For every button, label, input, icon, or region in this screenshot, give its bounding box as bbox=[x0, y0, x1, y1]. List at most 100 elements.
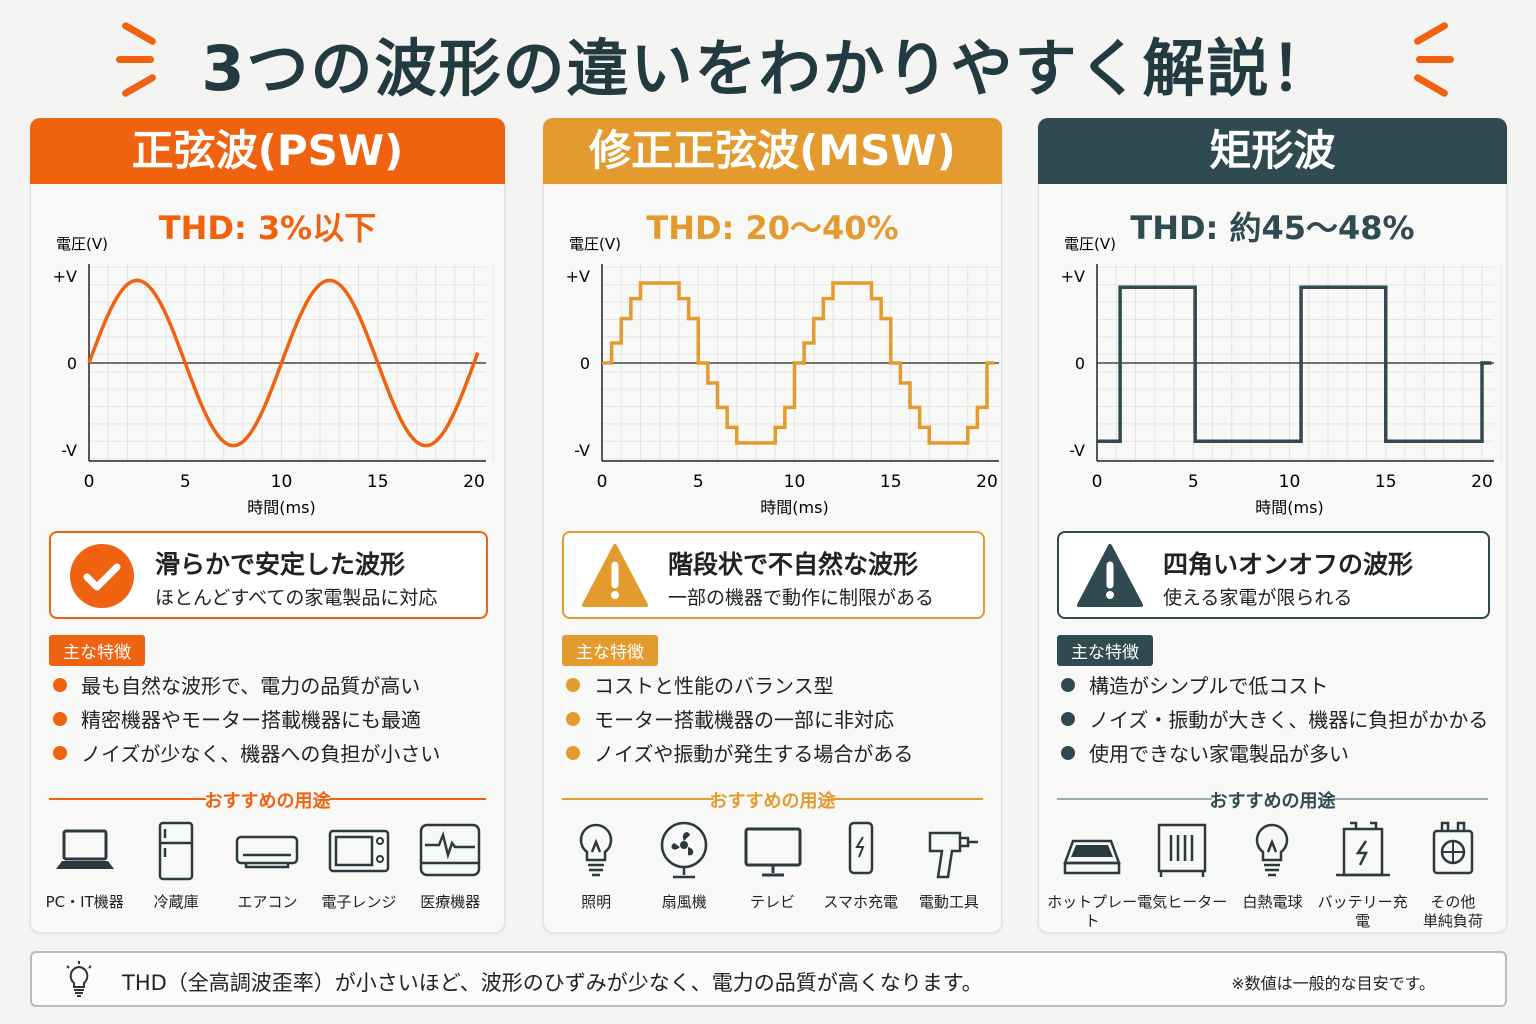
use-label: バッテリー充電 bbox=[1317, 893, 1408, 930]
bullet-dot bbox=[53, 746, 67, 760]
medical-monitor-icon bbox=[420, 823, 481, 877]
feature-item: コストと性能のバランス型 bbox=[566, 670, 834, 699]
uses-divider: おすすめの用途 bbox=[562, 787, 983, 812]
bullet-dot bbox=[1061, 712, 1075, 726]
panel-header: 矩形波 bbox=[1038, 118, 1507, 184]
feature-text: 使用できない家電製品が多い bbox=[1089, 742, 1349, 766]
feature-item: 最も自然な波形で、電力の品質が高い bbox=[53, 670, 420, 699]
use-label: 医療機器 bbox=[420, 893, 481, 911]
bullet-dot bbox=[1061, 746, 1075, 760]
x-tick-label: 5 bbox=[693, 472, 704, 492]
refrigerator-icon bbox=[158, 821, 194, 881]
summary-callout: 滑らかで安定した波形 ほとんどすべての家電製品に対応 bbox=[49, 531, 488, 619]
air-conditioner-icon bbox=[236, 835, 299, 869]
uses-list: PC・IT機器 冷蔵庫 エアコン 電子レンジ 医療機器 bbox=[39, 819, 496, 912]
use-label: 扇風機 bbox=[661, 893, 707, 911]
uses-list: ホットプレート 電気ヒーター 白熱電球 バッテリー充電 その他 単純負荷 bbox=[1047, 819, 1498, 931]
x-tick-label: 15 bbox=[1375, 472, 1397, 492]
feature-text: 精密機器やモーター搭載機器にも最適 bbox=[81, 708, 421, 732]
feature-text: ノイズ・振動が大きく、機器に負担がかかる bbox=[1089, 708, 1489, 732]
uses-heading: おすすめの用途 bbox=[1209, 791, 1336, 812]
waveform-chart: 電圧(V) +V 0 -V 0 5 10 15 20 時間(ms) bbox=[1061, 235, 1502, 517]
use-label: 電子レンジ bbox=[321, 893, 397, 911]
bullet-dot bbox=[53, 712, 67, 726]
footer-message: THD（全高調波歪率）が小さいほど、波形のひずみが少なく、電力の品質が高くなりま… bbox=[122, 971, 983, 995]
y-tick-label: +V bbox=[1061, 267, 1085, 286]
use-item: 照明 bbox=[552, 819, 640, 912]
feature-item: ノイズが少なく、機器への負担が小さい bbox=[53, 738, 440, 767]
feature-item: モーター搭載機器の一部に非対応 bbox=[566, 704, 894, 733]
x-axis-label: 時間(ms) bbox=[1255, 498, 1323, 517]
light-bulb-icon bbox=[579, 823, 613, 877]
use-label: 白熱電球 bbox=[1242, 893, 1303, 911]
use-label: その他 単純負荷 bbox=[1422, 893, 1483, 930]
incandescent-bulb-icon bbox=[1256, 823, 1289, 877]
use-item: エアコン bbox=[222, 819, 312, 912]
feature-text: ノイズや振動が発生する場合がある bbox=[594, 742, 914, 766]
divider-line bbox=[49, 798, 207, 800]
bullet-dot bbox=[566, 678, 580, 692]
y-tick-label: 0 bbox=[1075, 354, 1085, 373]
y-tick-label: +V bbox=[566, 267, 590, 286]
x-tick-label: 20 bbox=[463, 472, 485, 492]
feature-item: 構造がシンプルで低コスト bbox=[1061, 670, 1328, 699]
warning-icon bbox=[1077, 544, 1143, 607]
use-item: 電動工具 bbox=[905, 819, 993, 912]
panel-msw: 修正正弦波(MSW) THD: 20〜40% 電圧(V) +V 0 -V 0 5 10 15 20 時… bbox=[543, 118, 1002, 933]
y-axis-label: 電圧(V) bbox=[56, 235, 108, 253]
use-label: テレビ bbox=[750, 893, 796, 911]
electric-heater-icon bbox=[1158, 823, 1207, 877]
footer-disclaimer: ※数値は一般的な目安です。 bbox=[1231, 974, 1435, 993]
thd-value: THD: 約45〜48% bbox=[1130, 209, 1415, 247]
waveform-line bbox=[602, 281, 995, 445]
use-item: 冷蔵庫 bbox=[131, 819, 221, 912]
battery-charging-icon bbox=[1335, 821, 1390, 877]
thd-value: THD: 3%以下 bbox=[158, 209, 377, 247]
use-item: 扇風機 bbox=[640, 819, 728, 912]
x-tick-label: 0 bbox=[1092, 472, 1103, 492]
x-axis-label: 時間(ms) bbox=[760, 498, 828, 517]
check-circle-icon bbox=[70, 544, 134, 608]
x-tick-label: 10 bbox=[271, 472, 293, 492]
uses-list: 照明 扇風機 テレビ スマホ充電 電動工具 bbox=[552, 819, 993, 912]
divider-line bbox=[1332, 798, 1488, 800]
callout-title: 階段状で不自然な波形 bbox=[668, 550, 919, 579]
bullet-dot bbox=[566, 712, 580, 726]
feature-text: 構造がシンプルで低コスト bbox=[1089, 674, 1329, 698]
x-tick-label: 0 bbox=[597, 472, 608, 492]
features-tag: 主な特徴 bbox=[49, 635, 145, 666]
panel-header: 修正正弦波(MSW) bbox=[543, 118, 1002, 184]
y-tick-label: -V bbox=[1069, 441, 1085, 460]
decor-dash bbox=[1416, 56, 1454, 63]
y-tick-label: -V bbox=[574, 441, 590, 460]
fan-icon bbox=[661, 821, 708, 879]
y-tick-label: 0 bbox=[580, 354, 590, 373]
divider-line bbox=[562, 798, 714, 800]
use-item: テレビ bbox=[728, 819, 816, 912]
use-label: PC・IT機器 bbox=[45, 893, 124, 911]
waveform-chart: 電圧(V) +V 0 -V 0 5 10 15 20 時間(ms) bbox=[53, 235, 494, 517]
footer-note: THD（全高調波歪率）が小さいほど、波形のひずみが少なく、電力の品質が高くなりま… bbox=[30, 951, 1507, 1007]
features-tag: 主な特徴 bbox=[1057, 635, 1153, 666]
waveform-line bbox=[87, 278, 480, 448]
laptop-icon bbox=[55, 829, 114, 869]
panel-header: 正弦波(PSW) bbox=[30, 118, 505, 184]
use-item: PC・IT機器 bbox=[40, 819, 130, 912]
panel-square: 矩形波 THD: 約45〜48% 電圧(V) +V 0 -V 0 5 10 15 20 時間(ms) 四… bbox=[1038, 118, 1507, 933]
page-title: 3つの波形の違いをわかりやすく解説！ bbox=[201, 32, 1335, 105]
callout-subtitle: ほとんどすべての家電製品に対応 bbox=[155, 587, 438, 609]
y-axis-label: 電圧(V) bbox=[1064, 235, 1116, 253]
hot-plate-icon bbox=[1063, 839, 1121, 875]
uses-heading: おすすめの用途 bbox=[204, 791, 331, 812]
callout-subtitle: 使える家電が限られる bbox=[1163, 587, 1353, 609]
uses-divider: おすすめの用途 bbox=[1057, 787, 1488, 812]
panel-psw: 正弦波(PSW) THD: 3%以下 電圧(V) +V 0 -V 0 5 10 15 20 時間(ms… bbox=[30, 118, 505, 933]
x-tick-label: 0 bbox=[84, 472, 95, 492]
feature-item: 使用できない家電製品が多い bbox=[1061, 738, 1349, 767]
use-item: ホットプレート bbox=[1047, 819, 1137, 931]
smartphone-charging-icon bbox=[848, 821, 873, 875]
x-tick-label: 20 bbox=[1471, 472, 1493, 492]
x-tick-label: 5 bbox=[1188, 472, 1199, 492]
simple-load-icon bbox=[1432, 821, 1474, 875]
feature-item: ノイズや振動が発生する場合がある bbox=[566, 738, 913, 767]
